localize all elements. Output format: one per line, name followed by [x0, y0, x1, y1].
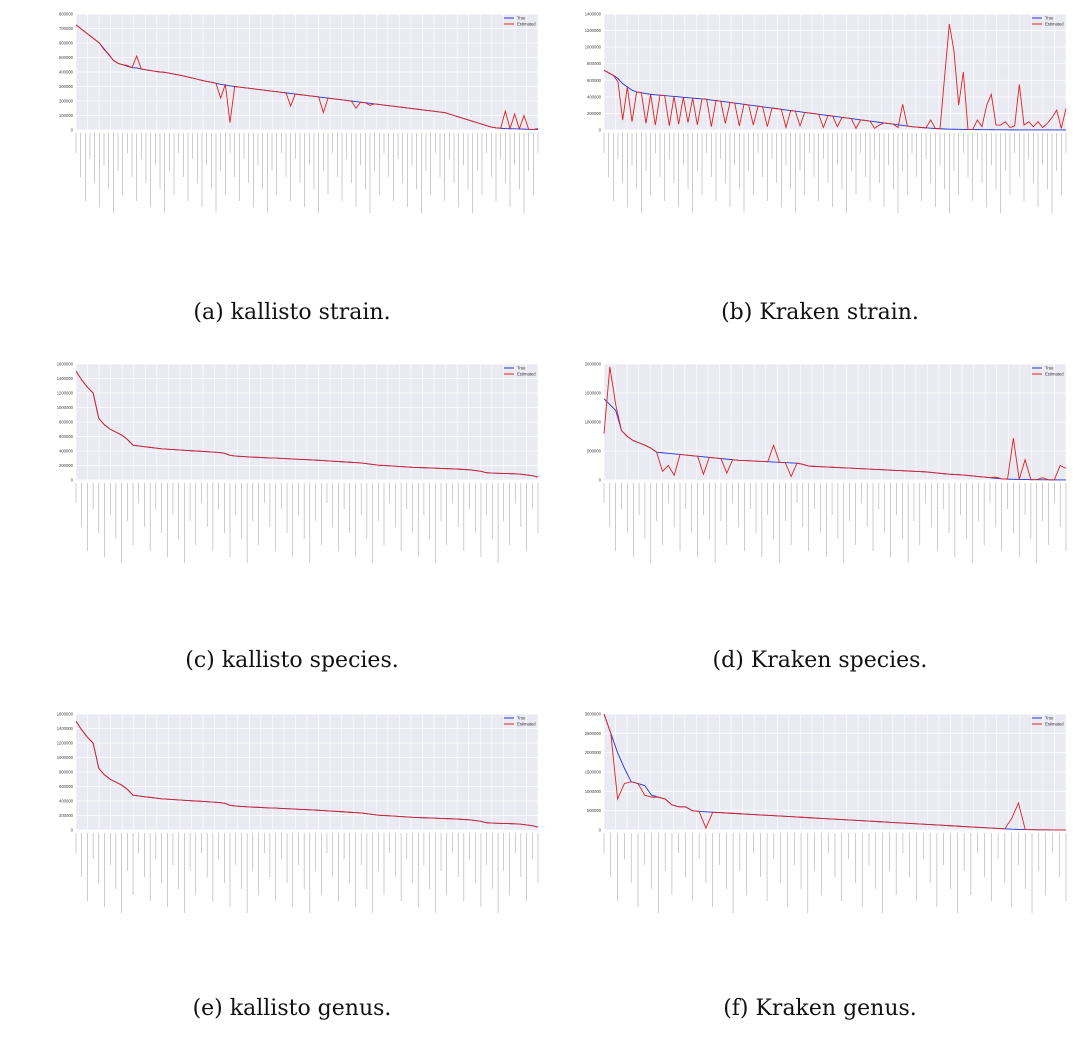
chart-f: 0 500000 1000000 1500000 2000000 2500000 30000… — [585, 712, 1067, 913]
caption-c: (c) kallisto species. — [185, 648, 399, 673]
legend-label: True — [1045, 15, 1054, 20]
panel-f: 0 500000 1000000 1500000 2000000 2500000 30000… — [560, 708, 1080, 1048]
legend-label: Estimated — [517, 721, 536, 726]
y-tick-label: 400000 — [59, 449, 74, 454]
caption-e: (e) kallisto genus. — [192, 996, 392, 1021]
y-tick-label: 200000 — [59, 463, 74, 468]
panel-a: 0 100000 200000 300000 400000 500000 600000 700… — [32, 8, 552, 348]
chart-a: 0 100000 200000 300000 400000 500000 600000 700… — [59, 12, 539, 213]
y-tick-label: 600000 — [59, 41, 74, 46]
panel-b: 0 200000 400000 600000 800000 1000000 1200000 1… — [560, 8, 1080, 348]
caption-f: (f) Kraken genus. — [723, 996, 917, 1021]
y-tick-label: 0 — [71, 828, 74, 833]
y-tick-label: 200000 — [59, 813, 74, 818]
y-tick-label: 1000000 — [57, 405, 74, 410]
y-tick-label: 1200000 — [585, 28, 602, 33]
chart-c: 0 200000 400000 600000 800000 1000000 1200000 1… — [57, 362, 539, 563]
y-tick-label: 1500000 — [585, 770, 602, 775]
y-tick-label: 300000 — [59, 84, 74, 89]
y-tick-label: 800000 — [59, 12, 74, 17]
legend-label: True — [517, 15, 526, 20]
legend-label: True — [517, 365, 526, 370]
y-tick-label: 0 — [599, 828, 602, 833]
y-tick-label: 2500000 — [585, 731, 602, 736]
y-tick-label: 400000 — [587, 94, 602, 99]
legend-label: True — [517, 715, 526, 720]
series-estimated-line — [603, 366, 1067, 481]
y-tick-label: 1400000 — [585, 12, 602, 17]
y-tick-label: 100000 — [59, 113, 74, 118]
y-tick-label: 1000000 — [585, 45, 602, 50]
y-tick-label: 1000000 — [57, 755, 74, 760]
legend-label: Estimated — [1045, 21, 1064, 26]
y-tick-label: 800000 — [59, 420, 74, 425]
y-tick-label: 700000 — [59, 26, 74, 31]
panel-d: 0 500000 1000000 1500000 2000000 True Estimate… — [560, 358, 1080, 698]
y-tick-label: 1400000 — [57, 726, 74, 731]
series-estimated-line — [603, 713, 1067, 831]
panel-e: 0 200000 400000 600000 800000 1000000 1200000 1… — [32, 708, 552, 1048]
legend-label: Estimated — [517, 21, 536, 26]
y-tick-label: 400000 — [59, 799, 74, 804]
y-tick-label: 1200000 — [57, 391, 74, 396]
y-tick-label: 500000 — [587, 449, 602, 454]
y-tick-label: 3000000 — [585, 712, 602, 717]
y-tick-label: 500000 — [59, 55, 74, 60]
chart-e: 0 200000 400000 600000 800000 1000000 1200000 1… — [57, 712, 539, 913]
y-tick-label: 1000000 — [585, 420, 602, 425]
y-tick-label: 200000 — [59, 99, 74, 104]
series-estimated-line — [75, 721, 539, 828]
y-tick-label: 0 — [599, 478, 602, 483]
series-estimated-line — [603, 23, 1067, 131]
y-tick-label: 1000000 — [585, 789, 602, 794]
chart-b: 0 200000 400000 600000 800000 1000000 1200000 1… — [585, 12, 1067, 213]
chart-d: 0 500000 1000000 1500000 2000000 TrueEstimate… — [585, 362, 1067, 563]
y-tick-label: 1600000 — [57, 712, 74, 717]
panel-c: 0 200000 400000 600000 800000 1000000 1200000 1… — [32, 358, 552, 698]
y-tick-label: 600000 — [59, 784, 74, 789]
series-estimated-line — [75, 24, 539, 131]
y-tick-label: 1500000 — [585, 391, 602, 396]
legend-label: True — [1045, 715, 1054, 720]
y-tick-label: 1200000 — [57, 741, 74, 746]
y-tick-label: 0 — [71, 478, 74, 483]
caption-d: (d) Kraken species. — [712, 648, 928, 673]
caption-a: (a) kallisto strain. — [193, 300, 391, 325]
caption-b: (b) Kraken strain. — [721, 300, 919, 325]
y-tick-label: 600000 — [59, 434, 74, 439]
y-tick-label: 0 — [71, 128, 74, 133]
y-tick-label: 2000000 — [585, 362, 602, 367]
legend-label: True — [1045, 365, 1054, 370]
y-tick-label: 0 — [599, 128, 602, 133]
series-estimated-line — [75, 371, 539, 478]
y-tick-label: 400000 — [59, 70, 74, 75]
y-tick-label: 1400000 — [57, 376, 74, 381]
legend-label: Estimated — [1045, 721, 1064, 726]
y-tick-label: 600000 — [587, 78, 602, 83]
y-tick-label: 200000 — [587, 111, 602, 116]
y-tick-label: 500000 — [587, 808, 602, 813]
series-true-line — [603, 69, 1067, 131]
legend-label: Estimated — [1045, 371, 1064, 376]
y-tick-label: 2000000 — [585, 750, 602, 755]
y-tick-label: 800000 — [59, 770, 74, 775]
y-tick-label: 800000 — [587, 61, 602, 66]
y-tick-label: 1600000 — [57, 362, 74, 367]
legend-label: Estimated — [517, 371, 536, 376]
